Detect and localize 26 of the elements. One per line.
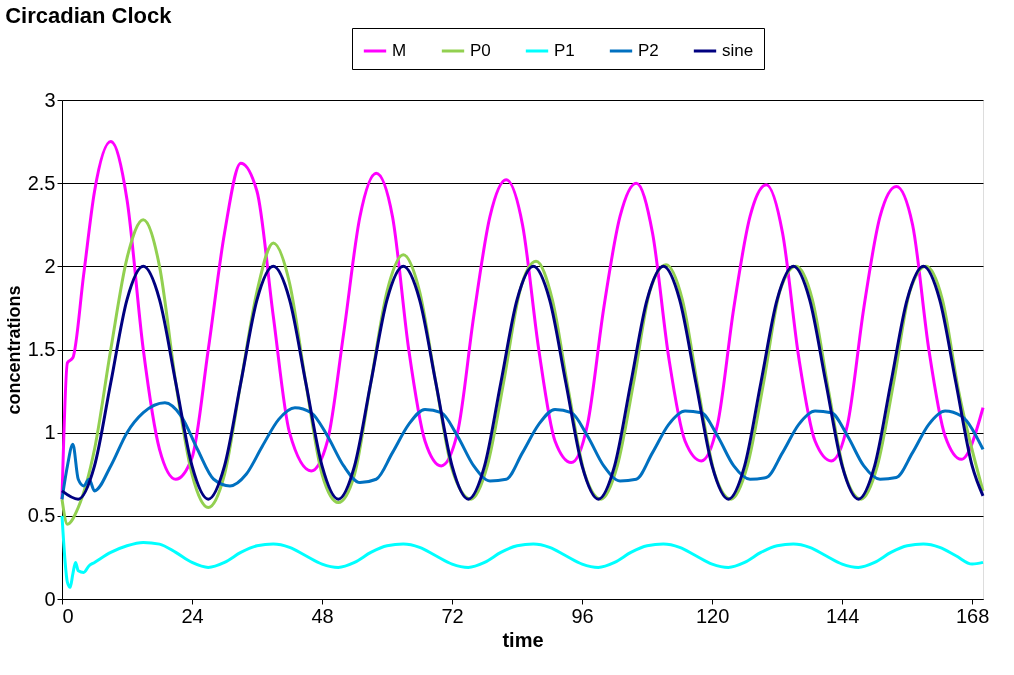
y-tick-label: 3: [44, 88, 56, 111]
line-series: [60, 514, 985, 589]
y-axis-title: concentrations: [3, 285, 24, 415]
x-tick-label: 144: [825, 604, 860, 627]
legend-label: P2: [638, 41, 659, 60]
x-tick-label: 168: [955, 604, 990, 627]
x-tick-label: 48: [311, 604, 334, 627]
y-tick-label: 0.5: [27, 504, 56, 527]
y-tick-label: 1.5: [27, 338, 56, 360]
x-tick-label: 24: [181, 604, 204, 627]
x-tick-label: 120: [695, 604, 730, 627]
y-tick-label: 1: [44, 421, 56, 444]
chart-title: Circadian Clock: [5, 3, 173, 28]
x-tick-label: 72: [441, 604, 464, 627]
x-tick-label: 0: [62, 604, 74, 627]
y-tick-label: 2: [44, 254, 56, 277]
line-series: [60, 401, 985, 501]
y-tick-label: 2.5: [27, 171, 56, 194]
line-series: [60, 264, 985, 501]
y-tick-label: 0: [44, 587, 56, 610]
legend-label: M: [392, 41, 407, 60]
x-axis-title: time: [502, 628, 544, 651]
legend-label: P1: [554, 41, 575, 60]
legend-label: P0: [470, 41, 491, 60]
legend-label: sine: [722, 41, 754, 60]
x-tick-label: 96: [571, 604, 594, 627]
